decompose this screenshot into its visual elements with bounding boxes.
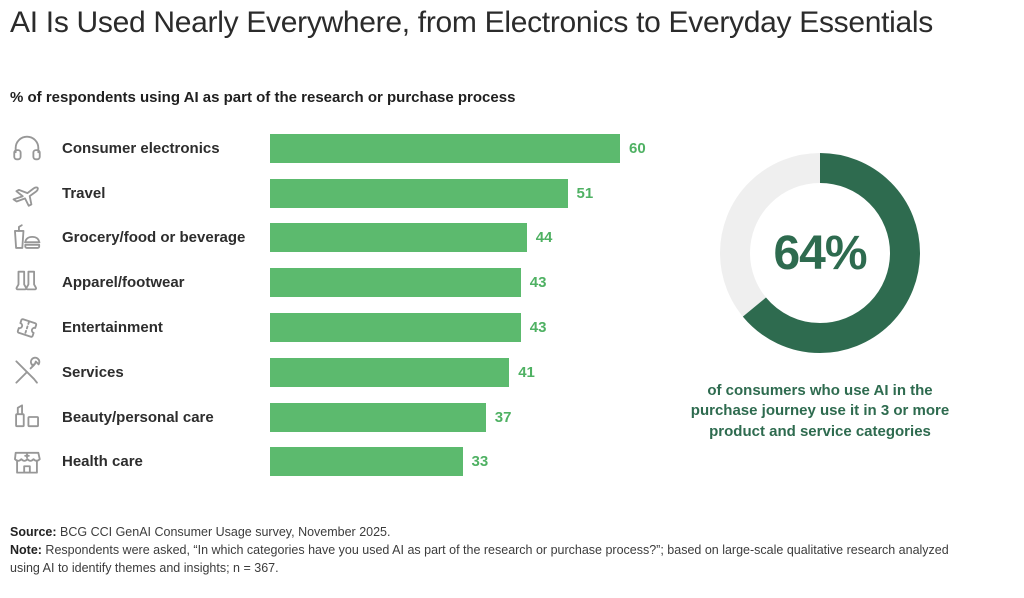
bar-row-beauty: Beauty/personal care 37 [0, 395, 690, 440]
page-title: AI Is Used Nearly Everywhere, from Elect… [10, 6, 933, 39]
bar-value: 51 [576, 184, 594, 202]
donut-caption-line: product and service categories [709, 422, 931, 440]
donut-caption: of consumers who use AI in the purchase … [672, 381, 968, 442]
bar-row-entertainment: Entertainment 43 [0, 305, 690, 350]
bar-chart: Consumer electronics 60 Travel 51 [0, 126, 690, 484]
bar-label: Travel [62, 184, 106, 202]
bar [270, 447, 463, 477]
bar-label: Entertainment [62, 319, 163, 337]
bar [270, 402, 486, 432]
bar [270, 178, 568, 208]
bar [270, 223, 527, 253]
bar-row-consumer-electronics: Consumer electronics 60 [0, 126, 690, 171]
bar-label: Health care [62, 453, 143, 471]
bar-value: 43 [529, 319, 547, 337]
donut-caption-line: of consumers who use AI in the [707, 382, 933, 399]
bar-value: 41 [518, 363, 535, 381]
donut-caption-line: purchase journey use it in 3 or more [690, 402, 950, 420]
footer: Source: BCG CCI GenAI Consumer Usage sur… [10, 524, 960, 577]
bar-value: 43 [529, 274, 547, 292]
bar [270, 268, 521, 298]
note-line: Note: Respondents were asked, “In which … [10, 542, 960, 578]
bar [270, 357, 510, 387]
fast-food-icon [10, 221, 62, 255]
bar-value: 44 [535, 229, 553, 247]
source-line: Source: BCG CCI GenAI Consumer Usage sur… [10, 524, 960, 542]
headphones-icon [10, 131, 62, 165]
bar-value: 60 [629, 139, 646, 157]
bar [270, 313, 521, 343]
pharmacy-store-icon [10, 445, 62, 479]
airplane-icon [10, 176, 62, 210]
donut-center-value: 64% [773, 226, 867, 280]
bar-label: Beauty/personal care [62, 408, 214, 426]
bar-value: 33 [471, 453, 489, 471]
bar-label: Grocery/food or beverage [62, 229, 246, 247]
bar-value: 37 [494, 408, 512, 426]
bar [270, 133, 620, 163]
note-label: Note: [10, 542, 42, 557]
bar-label: Consumer electronics [62, 139, 220, 157]
bar-label: Apparel/footwear [62, 274, 185, 292]
source-label: Source: [10, 525, 57, 539]
bar-label: Services [62, 363, 124, 381]
note-text: Respondents were asked, “In which catego… [10, 542, 949, 575]
bar-row-services: Services 41 [0, 350, 690, 395]
bar-row-travel: Travel 51 [0, 171, 690, 216]
cosmetics-icon [10, 400, 62, 434]
chart-subtitle: % of respondents using AI as part of the… [10, 89, 516, 106]
donut-segment [720, 153, 920, 353]
donut-chart: 64% [700, 133, 940, 373]
boots-icon [10, 266, 62, 300]
source-text: BCG CCI GenAI Consumer Usage survey, Nov… [56, 525, 391, 539]
bar-row-health-care: Health care 33 [0, 440, 690, 485]
bar-row-grocery: Grocery/food or beverage 44 [0, 216, 690, 261]
tools-icon [10, 355, 62, 389]
bar-row-apparel: Apparel/footwear 43 [0, 260, 690, 305]
ticket-icon [10, 311, 62, 345]
